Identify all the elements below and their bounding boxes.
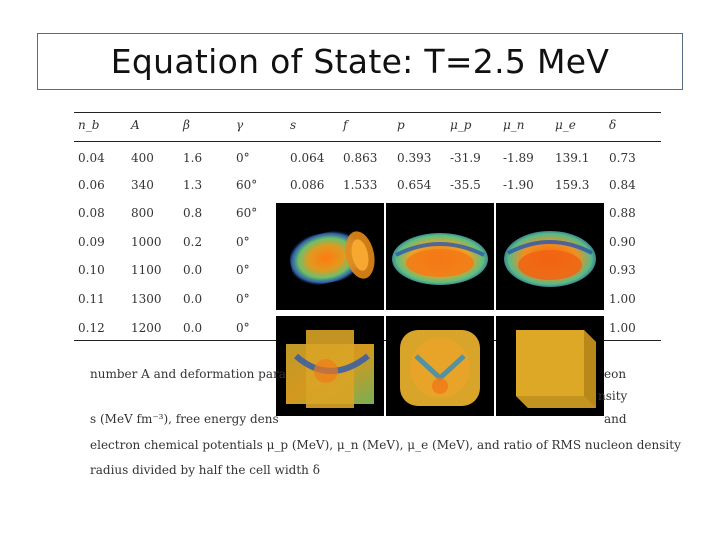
table-cell: 0.064 — [290, 151, 325, 165]
table-cell: 159.3 — [555, 178, 590, 192]
table-cell: 0.0 — [183, 263, 203, 277]
cube-icon — [516, 330, 596, 408]
table-header-cell: δ — [609, 118, 617, 132]
table-cell: 0.90 — [609, 235, 636, 249]
table-header-cell: f — [343, 118, 348, 132]
table-cell: 1.3 — [183, 178, 203, 192]
table-header-cell: A — [131, 118, 140, 132]
cylinder-icon — [289, 230, 375, 286]
table-cell: 0.12 — [78, 321, 105, 335]
table-cell: 139.1 — [555, 151, 590, 165]
caption-line-2: s (MeV fm⁻³), free energy dens — [90, 412, 279, 426]
table-cell: 60° — [236, 206, 258, 220]
table-cell: 1.00 — [609, 292, 636, 306]
table-cell: 0° — [236, 263, 250, 277]
table-cell: 0.863 — [343, 151, 378, 165]
table-header-cell: p — [397, 118, 405, 132]
table-header-cell: μ_p — [450, 118, 472, 132]
table-cell: 0.93 — [609, 263, 636, 277]
cross-tube-icon — [286, 330, 374, 408]
table-cell: 0.10 — [78, 263, 105, 277]
table-top-rule — [74, 112, 661, 113]
panel-cross-tube — [276, 316, 384, 416]
table-cell: -1.90 — [503, 178, 534, 192]
panel-slab-1 — [386, 203, 494, 310]
slab-icon — [504, 231, 596, 287]
table-header-cell: μ_n — [503, 118, 525, 132]
table-cell: -35.5 — [450, 178, 481, 192]
table-cell: 0° — [236, 235, 250, 249]
table-cell: 0.73 — [609, 151, 636, 165]
table-cell: 1.6 — [183, 151, 203, 165]
table-cell: 0.09 — [78, 235, 105, 249]
table-cell: 60° — [236, 178, 258, 192]
table-cell: 1000 — [131, 235, 162, 249]
table-cell: 0.84 — [609, 178, 636, 192]
table-cell: 800 — [131, 206, 154, 220]
table-cell: 0.08 — [78, 206, 105, 220]
table-cell: 1200 — [131, 321, 162, 335]
slide-title: Equation of State: T=2.5 MeV — [110, 42, 610, 81]
table-cell: 400 — [131, 151, 154, 165]
table-cell: 0.0 — [183, 321, 203, 335]
table-cell: 1100 — [131, 263, 162, 277]
slab-icon — [392, 233, 488, 285]
panel-slab-2 — [496, 203, 604, 310]
table-header-cell: s — [290, 118, 297, 132]
panel-cube — [496, 316, 604, 416]
table-cell: 0.654 — [397, 178, 432, 192]
panel-cylinder — [276, 203, 384, 310]
table-header-cell: μ_e — [555, 118, 576, 132]
slide-title-box: Equation of State: T=2.5 MeV — [37, 33, 683, 90]
table-cell: 0° — [236, 151, 250, 165]
caption-line-2-right-b: and — [604, 412, 627, 426]
table-cell: 0.393 — [397, 151, 432, 165]
table-cell: 1.00 — [609, 321, 636, 335]
table-header-cell: γ — [236, 118, 244, 132]
table-cell: 1.533 — [343, 178, 378, 192]
table-cell: 0° — [236, 321, 250, 335]
caption-line-3: electron chemical potentials μ_p (MeV), … — [90, 438, 681, 452]
table-cell: -1.89 — [503, 151, 534, 165]
table-cell: 0.04 — [78, 151, 105, 165]
table-cell: 0.0 — [183, 292, 203, 306]
table-header-cell: β — [183, 118, 190, 132]
caption-line-4: radius divided by half the cell width δ — [90, 463, 320, 477]
table-cell: 1300 — [131, 292, 162, 306]
caption-line-1-right: eon — [604, 367, 627, 381]
panel-bubble — [386, 316, 494, 416]
table-cell: 0.88 — [609, 206, 636, 220]
table-cell: 340 — [131, 178, 154, 192]
table-cell: 0.11 — [78, 292, 105, 306]
table-cell: 0.06 — [78, 178, 105, 192]
table-cell: -31.9 — [450, 151, 481, 165]
table-cell: 0.086 — [290, 178, 325, 192]
caption-line-1: number A and deformation para — [90, 367, 286, 381]
table-cell: 0.8 — [183, 206, 203, 220]
bubble-icon — [400, 330, 480, 406]
caption-line-2-right: nsity — [598, 389, 628, 403]
table-cell: 0.2 — [183, 235, 203, 249]
table-header-cell: n_b — [78, 118, 100, 132]
table-header-rule — [74, 141, 661, 142]
table-cell: 0° — [236, 292, 250, 306]
